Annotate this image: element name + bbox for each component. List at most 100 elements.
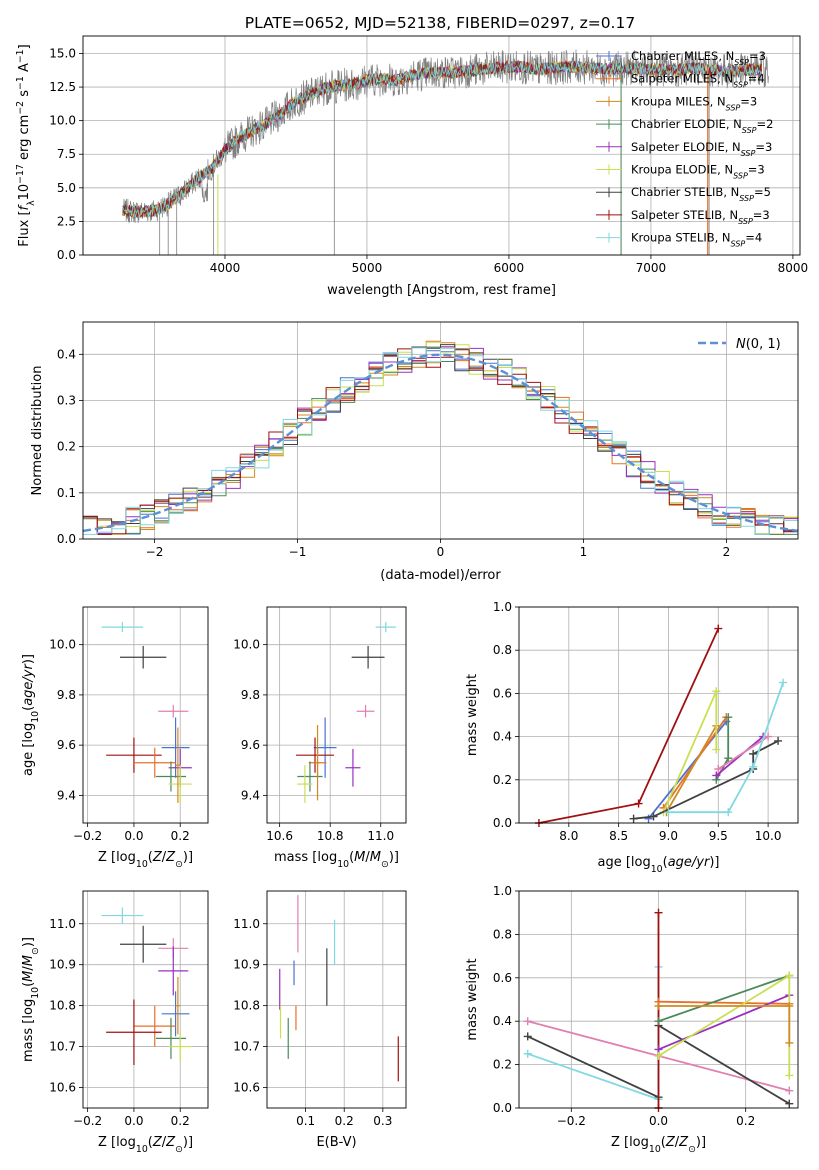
legend-label-count: =3 (755, 140, 772, 154)
x-tick-label: 0.2 (171, 1114, 190, 1128)
grid (83, 607, 208, 823)
x-axis-label-part: Z [ (98, 1135, 116, 1150)
legend-label-name: Salpeter ELODIE, N (631, 140, 741, 154)
mass-vs-extinction-panel: 0.1 0.2 0.3 10.6 10.7 10.8 10.9 11.0 E(B-V) (233, 890, 407, 1150)
legend-label-args: (0, 1) (746, 337, 781, 352)
y-axis-label-part: −1 (15, 76, 26, 90)
series-1-point (644, 814, 653, 823)
x-axis-label-part: )] (183, 850, 193, 865)
x-axis-label-part: ( (148, 850, 153, 865)
series-0-point (714, 624, 723, 633)
normal-curve-line (82, 353, 799, 533)
y-tick-label: 9.6 (57, 738, 76, 752)
series-5-point (724, 713, 733, 722)
legend-label: Chabrier STELIB, NSSP=5 (631, 185, 771, 203)
legend-label-sub: SSP (738, 216, 753, 225)
y-tick-label: 10.7 (233, 1040, 260, 1054)
legend-label-sub: SSP (734, 58, 749, 67)
y-tick-label: 0.0 (57, 532, 76, 546)
x-axis-label: Z [log10(Z/Z⊙)] (98, 850, 193, 870)
y-tick-label: 10.6 (233, 1081, 260, 1095)
x-axis-label-part: ( (661, 1135, 666, 1150)
y-axis-label-part: −17 (15, 164, 26, 184)
x-axis-label-part: age/yr (668, 855, 711, 870)
x-tick-label: 4000 (210, 261, 241, 275)
x-axis-label-part: age [ (597, 855, 630, 870)
x-axis-label-part: ( (349, 850, 354, 865)
x-tick-label: 10.6 (266, 829, 293, 843)
legend-label-name: Kroupa ELODIE, N (631, 163, 733, 177)
y-axis-label-part: 10 (30, 987, 41, 999)
grid (267, 607, 406, 823)
residuals-panel: −2 −1 0 1 2 0.0 0.1 0.2 0.3 0.4 N(0, 1) (data-model… (30, 321, 799, 583)
x-axis-label-part: Z [ (611, 1135, 629, 1150)
legend-label: N(0, 1) (736, 337, 781, 352)
y-axis-label-part: log (21, 723, 36, 743)
plot-area (101, 622, 192, 803)
y-axis-label: Normed distribution (30, 366, 45, 496)
series-9-point (664, 808, 673, 817)
series-5-point (724, 754, 733, 763)
plot-area (279, 895, 399, 1082)
series-3-point (654, 908, 663, 917)
x-axis-label-part: Z [ (98, 850, 116, 865)
x-tick-label: 1 (580, 545, 588, 559)
y-tick-label: 0.2 (493, 773, 512, 787)
legend-label: Salpeter ELODIE, NSSP=3 (631, 140, 772, 158)
y-tick-label: 15.0 (49, 46, 76, 60)
legend-label-count: =3 (753, 208, 770, 222)
x-axis-label-part: )] (709, 855, 719, 870)
y-tick-label: 9.8 (241, 688, 260, 702)
legend-label-sub: SSP (731, 239, 746, 248)
series-8-point (785, 1002, 794, 1011)
x-tick-label: 0.0 (124, 829, 143, 843)
x-tick-label: 5000 (352, 261, 383, 275)
y-tick-label: 11.0 (233, 917, 260, 931)
series-7-point (654, 1051, 663, 1060)
histogram-chabrier_stelib-line (83, 344, 798, 535)
x-tick-label: −1 (289, 545, 307, 559)
legend-label-name: Chabrier ELODIE, N (631, 117, 742, 131)
x-axis-label: Z [log10(Z/Z⊙)] (98, 1135, 193, 1155)
y-axis-label-part: mass [ (21, 1019, 36, 1062)
y-axis-label-part: M (21, 971, 36, 982)
x-tick-label: 7000 (636, 261, 667, 275)
y-tick-label: 10.0 (49, 114, 76, 128)
x-axis-label-part: 10 (136, 859, 148, 870)
x-axis-label-part: log (116, 1135, 136, 1150)
x-axis-label-part: ⊙ (688, 1144, 696, 1155)
legend-label-count: =3 (748, 163, 765, 177)
x-axis-label-part: Z (152, 850, 163, 865)
y-axis-label-part: )] (21, 937, 36, 947)
legend-label-count: =4 (748, 72, 765, 86)
y-axis-label-part: 10 (30, 711, 41, 723)
legend-label-name: Kroupa STELIB, N (631, 231, 731, 245)
y-axis-label: mass weight (465, 958, 480, 1040)
spectrum-panel: 4000 5000 6000 7000 8000 0.0 2.5 5.0 7.5 10.0 12.5… (15, 35, 808, 298)
figure-title: PLATE=0652, MJD=52138, FIBERID=0297, z=0… (245, 14, 635, 32)
legend-label-sub: SSP (733, 80, 748, 89)
plot-area (122, 49, 769, 255)
x-tick-label: 9.0 (659, 829, 678, 843)
y-tick-label: 0.6 (493, 686, 512, 700)
y-tick-label: 0.8 (493, 927, 512, 941)
y-axis-label-part: age [ (21, 743, 36, 776)
y-tick-label: 0.8 (493, 643, 512, 657)
y-tick-label: 9.8 (57, 688, 76, 702)
x-axis-label-part: 10 (136, 1144, 148, 1155)
y-tick-label: 9.4 (241, 788, 260, 802)
x-axis-label-part: ( (148, 1135, 153, 1150)
y-tick-label: 0.1 (57, 486, 76, 500)
y-tick-label: 10.0 (233, 638, 260, 652)
legend-label: Salpeter STELIB, NSSP=3 (631, 208, 770, 226)
series-5-point (654, 1017, 663, 1026)
y-tick-label: 0.0 (493, 816, 512, 830)
plot-area (296, 622, 396, 803)
series-7-point (714, 765, 723, 773)
axes-frame (518, 606, 799, 824)
y-axis-label: mass [log10(M/M⊙)] (21, 937, 41, 1062)
x-tick-label: −0.2 (73, 1114, 102, 1128)
series-8-point (629, 814, 638, 823)
y-tick-label: 0.6 (493, 971, 512, 985)
